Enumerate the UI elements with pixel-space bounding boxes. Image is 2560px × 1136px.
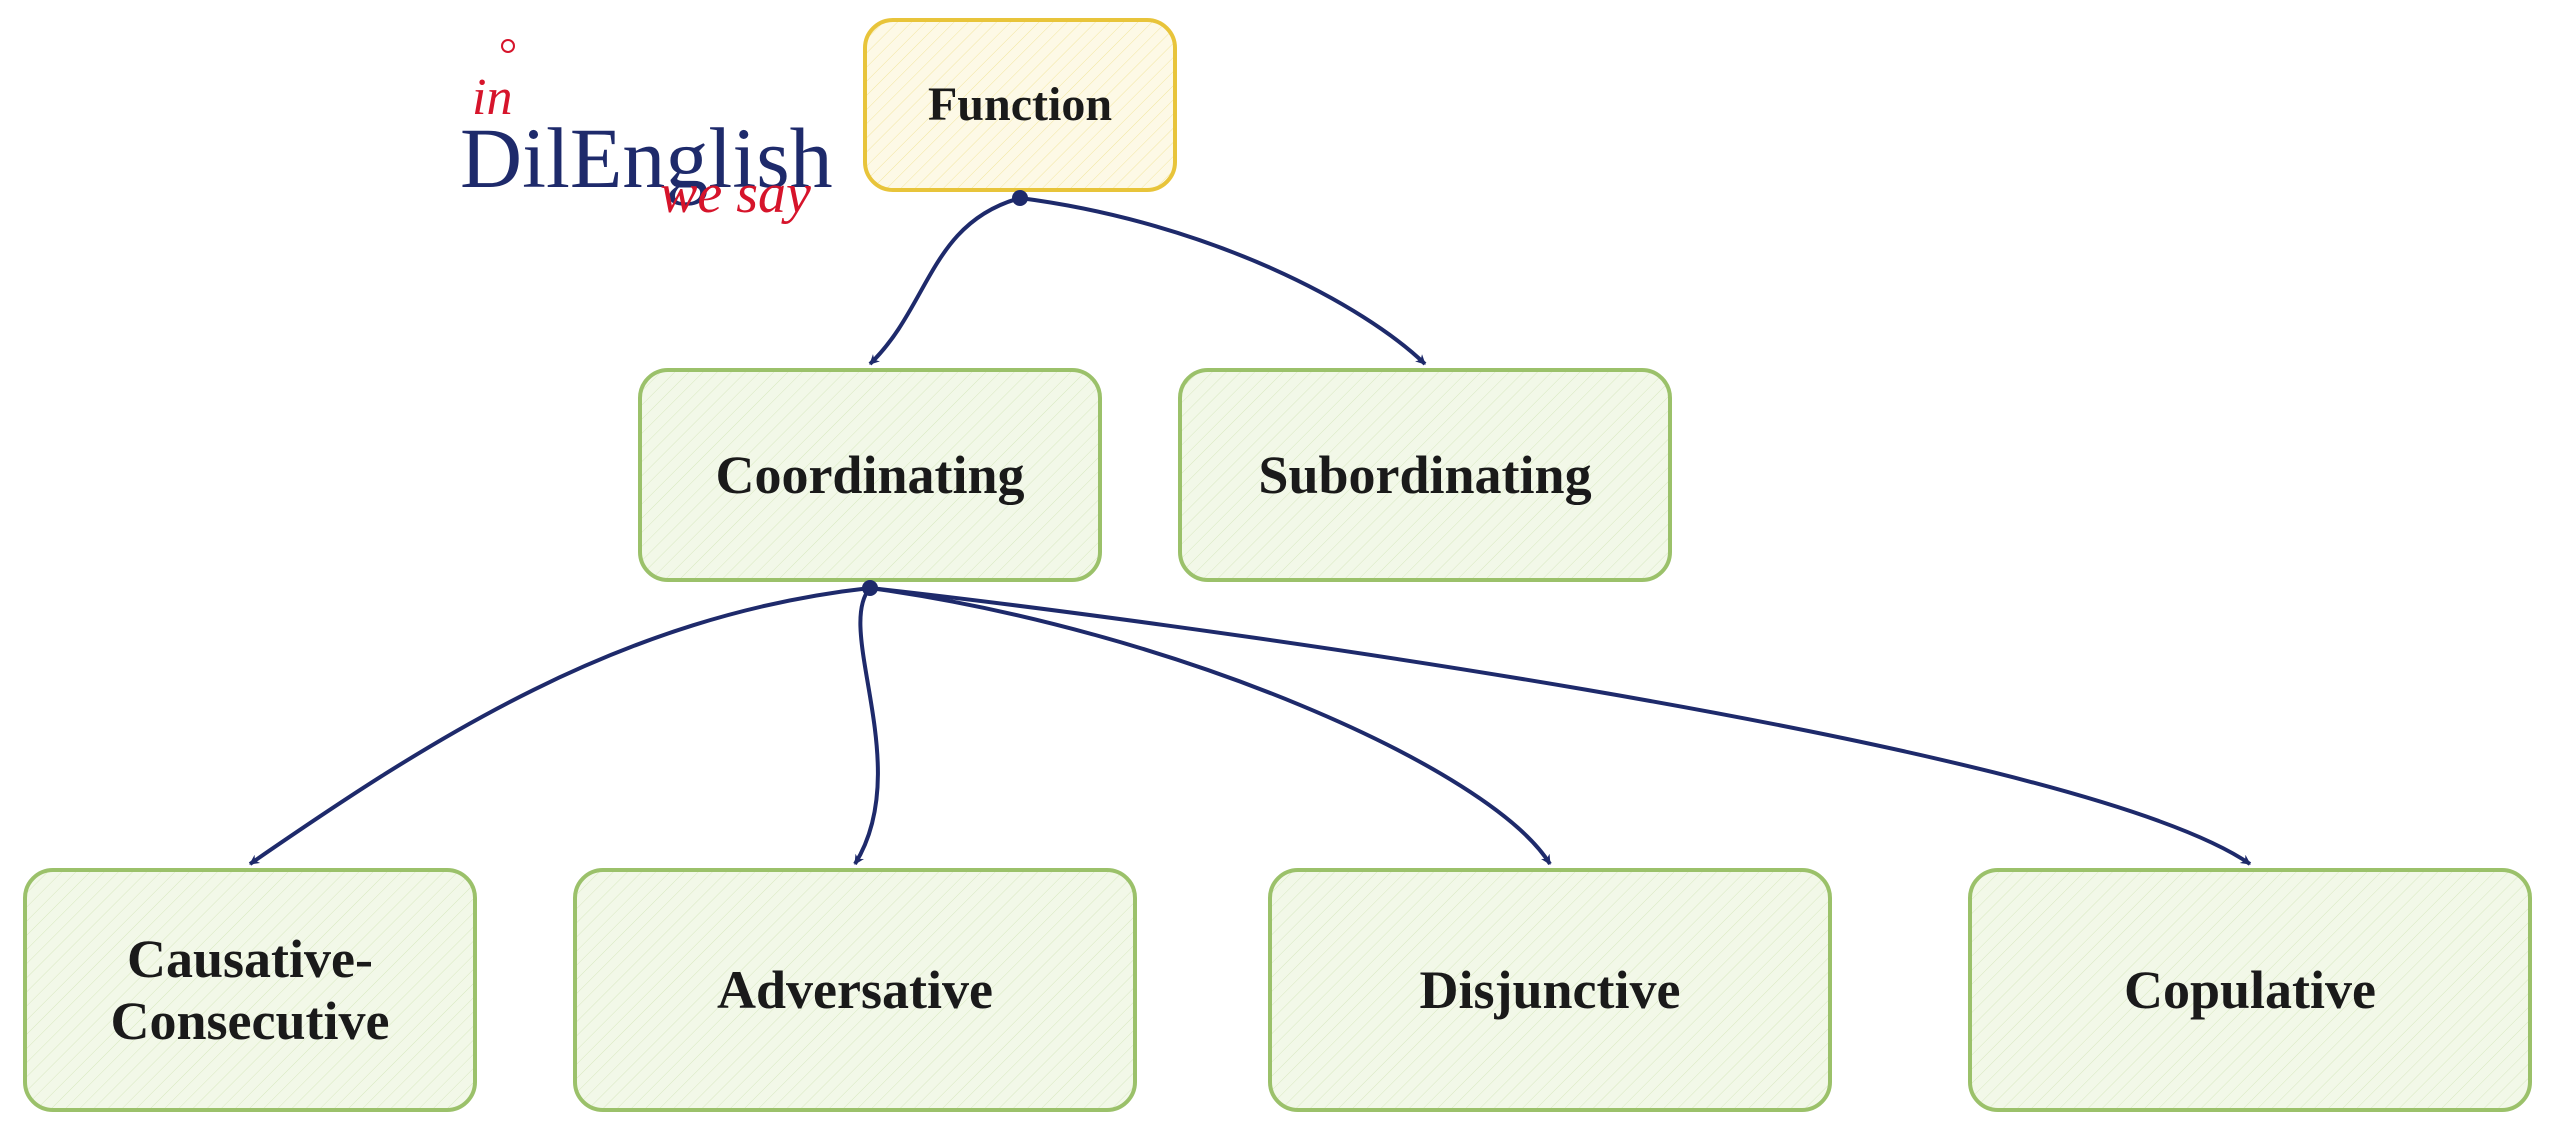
- node-causative: Causative- Consecutive: [25, 870, 475, 1110]
- edge-function-to-coordinating: [870, 198, 1020, 364]
- node-subordinating-label: Subordinating: [1258, 444, 1591, 506]
- edge-coordinating-to-disjunctive: [870, 588, 1550, 864]
- node-causative-label: Causative- Consecutive: [111, 928, 390, 1052]
- logo-dilenglish: DilEnglish: [460, 108, 833, 208]
- edge-function-to-subordinating: [1020, 198, 1425, 364]
- edge-coordinating-to-causative: [250, 588, 870, 864]
- node-disjunctive: Disjunctive: [1270, 870, 1830, 1110]
- dilenglish-logo: inDilEnglishwe say: [460, 30, 840, 210]
- edge-coordinating-to-copulative: [870, 588, 2250, 864]
- node-function-label: Function: [928, 77, 1112, 132]
- logo-in: in: [472, 68, 512, 127]
- logo-dot: [501, 39, 515, 53]
- node-adversative-label: Adversative: [717, 959, 993, 1021]
- junction-function: [1012, 190, 1028, 206]
- node-adversative: Adversative: [575, 870, 1135, 1110]
- junction-coordinating: [862, 580, 878, 596]
- logo-wesay: we say: [660, 162, 811, 226]
- node-function: Function: [865, 20, 1175, 190]
- node-copulative-label: Copulative: [2124, 959, 2376, 1021]
- node-coordinating-label: Coordinating: [715, 444, 1024, 506]
- node-copulative: Copulative: [1970, 870, 2530, 1110]
- node-coordinating: Coordinating: [640, 370, 1100, 580]
- edge-coordinating-to-adversative: [855, 588, 878, 864]
- node-subordinating: Subordinating: [1180, 370, 1670, 580]
- node-disjunctive-label: Disjunctive: [1420, 959, 1681, 1021]
